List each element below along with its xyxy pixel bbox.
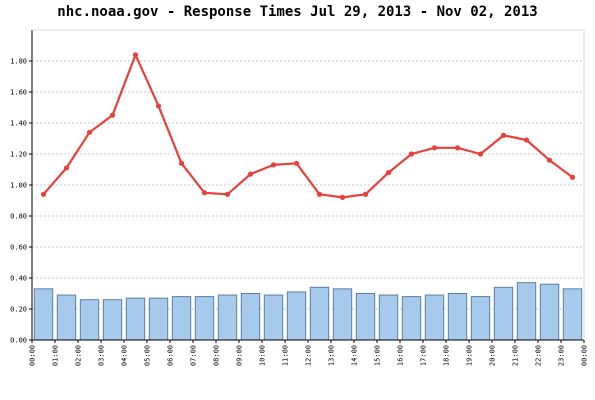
x-tick-label: 08:00: [213, 345, 221, 366]
x-tick-label: 23:00: [558, 345, 566, 366]
line-point: [40, 191, 47, 197]
bar: [263, 294, 284, 341]
x-tick-label: 10:00: [259, 345, 267, 366]
bar: [332, 288, 353, 341]
line-point: [339, 194, 346, 200]
y-tick-label: 0.80: [10, 213, 27, 221]
y-tick-label: 1.20: [10, 151, 27, 159]
bar: [539, 283, 560, 341]
x-tick-label: 00:00: [581, 345, 589, 366]
line-point: [224, 191, 231, 197]
y-tick-label: 1.00: [10, 182, 27, 190]
line-point: [523, 137, 530, 143]
bar: [125, 297, 146, 341]
x-tick-label: 03:00: [98, 345, 106, 366]
y-tick-label: 0.60: [10, 244, 27, 252]
line-point: [385, 170, 392, 176]
line-point: [155, 103, 162, 109]
line-point: [316, 191, 323, 197]
y-tick-label: 0.20: [10, 306, 27, 314]
bar: [470, 296, 491, 341]
axes: [29, 29, 585, 343]
line-point: [109, 112, 116, 118]
line-point: [247, 171, 254, 177]
line-point: [454, 145, 461, 151]
y-tick-label: 1.80: [10, 58, 27, 66]
x-tick-label: 06:00: [167, 345, 175, 366]
x-tick-label: 15:00: [374, 345, 382, 366]
x-tick-label: 05:00: [144, 345, 152, 366]
x-tick-label: 14:00: [351, 345, 359, 366]
y-tick-label: 0.40: [10, 275, 27, 283]
y-tick-labels: 0.00 0.20 0.40 0.60 0.80 1.00 1.20 1.40 1.60 1.80: [10, 58, 27, 345]
line-point: [86, 129, 93, 135]
bar: [33, 288, 54, 341]
bar: [240, 293, 261, 341]
line-series: [40, 52, 576, 200]
bar: [286, 291, 307, 341]
y-tick-label: 1.40: [10, 120, 27, 128]
x-tick-labels: 00:00 01:00 02:00 03:00 04:00 05:00 06:00 07:00…: [29, 345, 589, 366]
grid-lines: [32, 60, 584, 310]
bar: [194, 296, 215, 341]
x-tick-label: 12:00: [305, 345, 313, 366]
line-point: [500, 132, 507, 138]
x-tick-label: 09:00: [236, 345, 244, 366]
bar: [424, 294, 445, 341]
x-tick-label: 17:00: [420, 345, 428, 366]
bar: [401, 296, 422, 341]
x-tick-label: 22:00: [535, 345, 543, 366]
bar: [56, 294, 77, 341]
line-point: [477, 151, 484, 157]
series-line: [42, 53, 574, 199]
line-point: [569, 174, 576, 180]
line-point: [362, 191, 369, 197]
line-point: [63, 165, 70, 171]
bar: [79, 299, 100, 341]
x-tick-label: 04:00: [121, 345, 129, 366]
line-point: [546, 157, 553, 163]
bar: [447, 293, 468, 341]
bar-series: [33, 282, 583, 341]
bar: [148, 297, 169, 341]
x-tick-label: 07:00: [190, 345, 198, 366]
chart-title: nhc.noaa.gov - Response Times Jul 29, 20…: [57, 4, 538, 20]
y-tick-label: 0.00: [10, 337, 27, 345]
line-point: [408, 151, 415, 157]
bar: [171, 296, 192, 341]
bar: [355, 293, 376, 341]
x-tick-label: 18:00: [443, 345, 451, 366]
bar: [493, 286, 514, 341]
x-tick-label: 19:00: [466, 345, 474, 366]
x-tick-label: 00:00: [29, 345, 37, 366]
bar: [378, 294, 399, 341]
line-point: [132, 52, 139, 58]
x-tick-label: 21:00: [512, 345, 520, 366]
x-tick-label: 02:00: [75, 345, 83, 366]
x-tick-label: 20:00: [489, 345, 497, 366]
x-tick-label: 16:00: [397, 345, 405, 366]
bar: [562, 288, 583, 341]
line-point: [293, 160, 300, 166]
line-point: [270, 162, 277, 168]
line-point: [178, 160, 185, 166]
bar: [102, 299, 123, 341]
bar: [217, 294, 238, 341]
bar: [516, 282, 537, 341]
x-tick-label: 11:00: [282, 345, 290, 366]
x-tick-label: 13:00: [328, 345, 336, 366]
y-tick-label: 1.60: [10, 89, 27, 97]
line-point: [431, 145, 438, 151]
x-tick-label: 01:00: [52, 345, 60, 366]
bar: [309, 286, 330, 341]
line-point: [201, 190, 208, 196]
